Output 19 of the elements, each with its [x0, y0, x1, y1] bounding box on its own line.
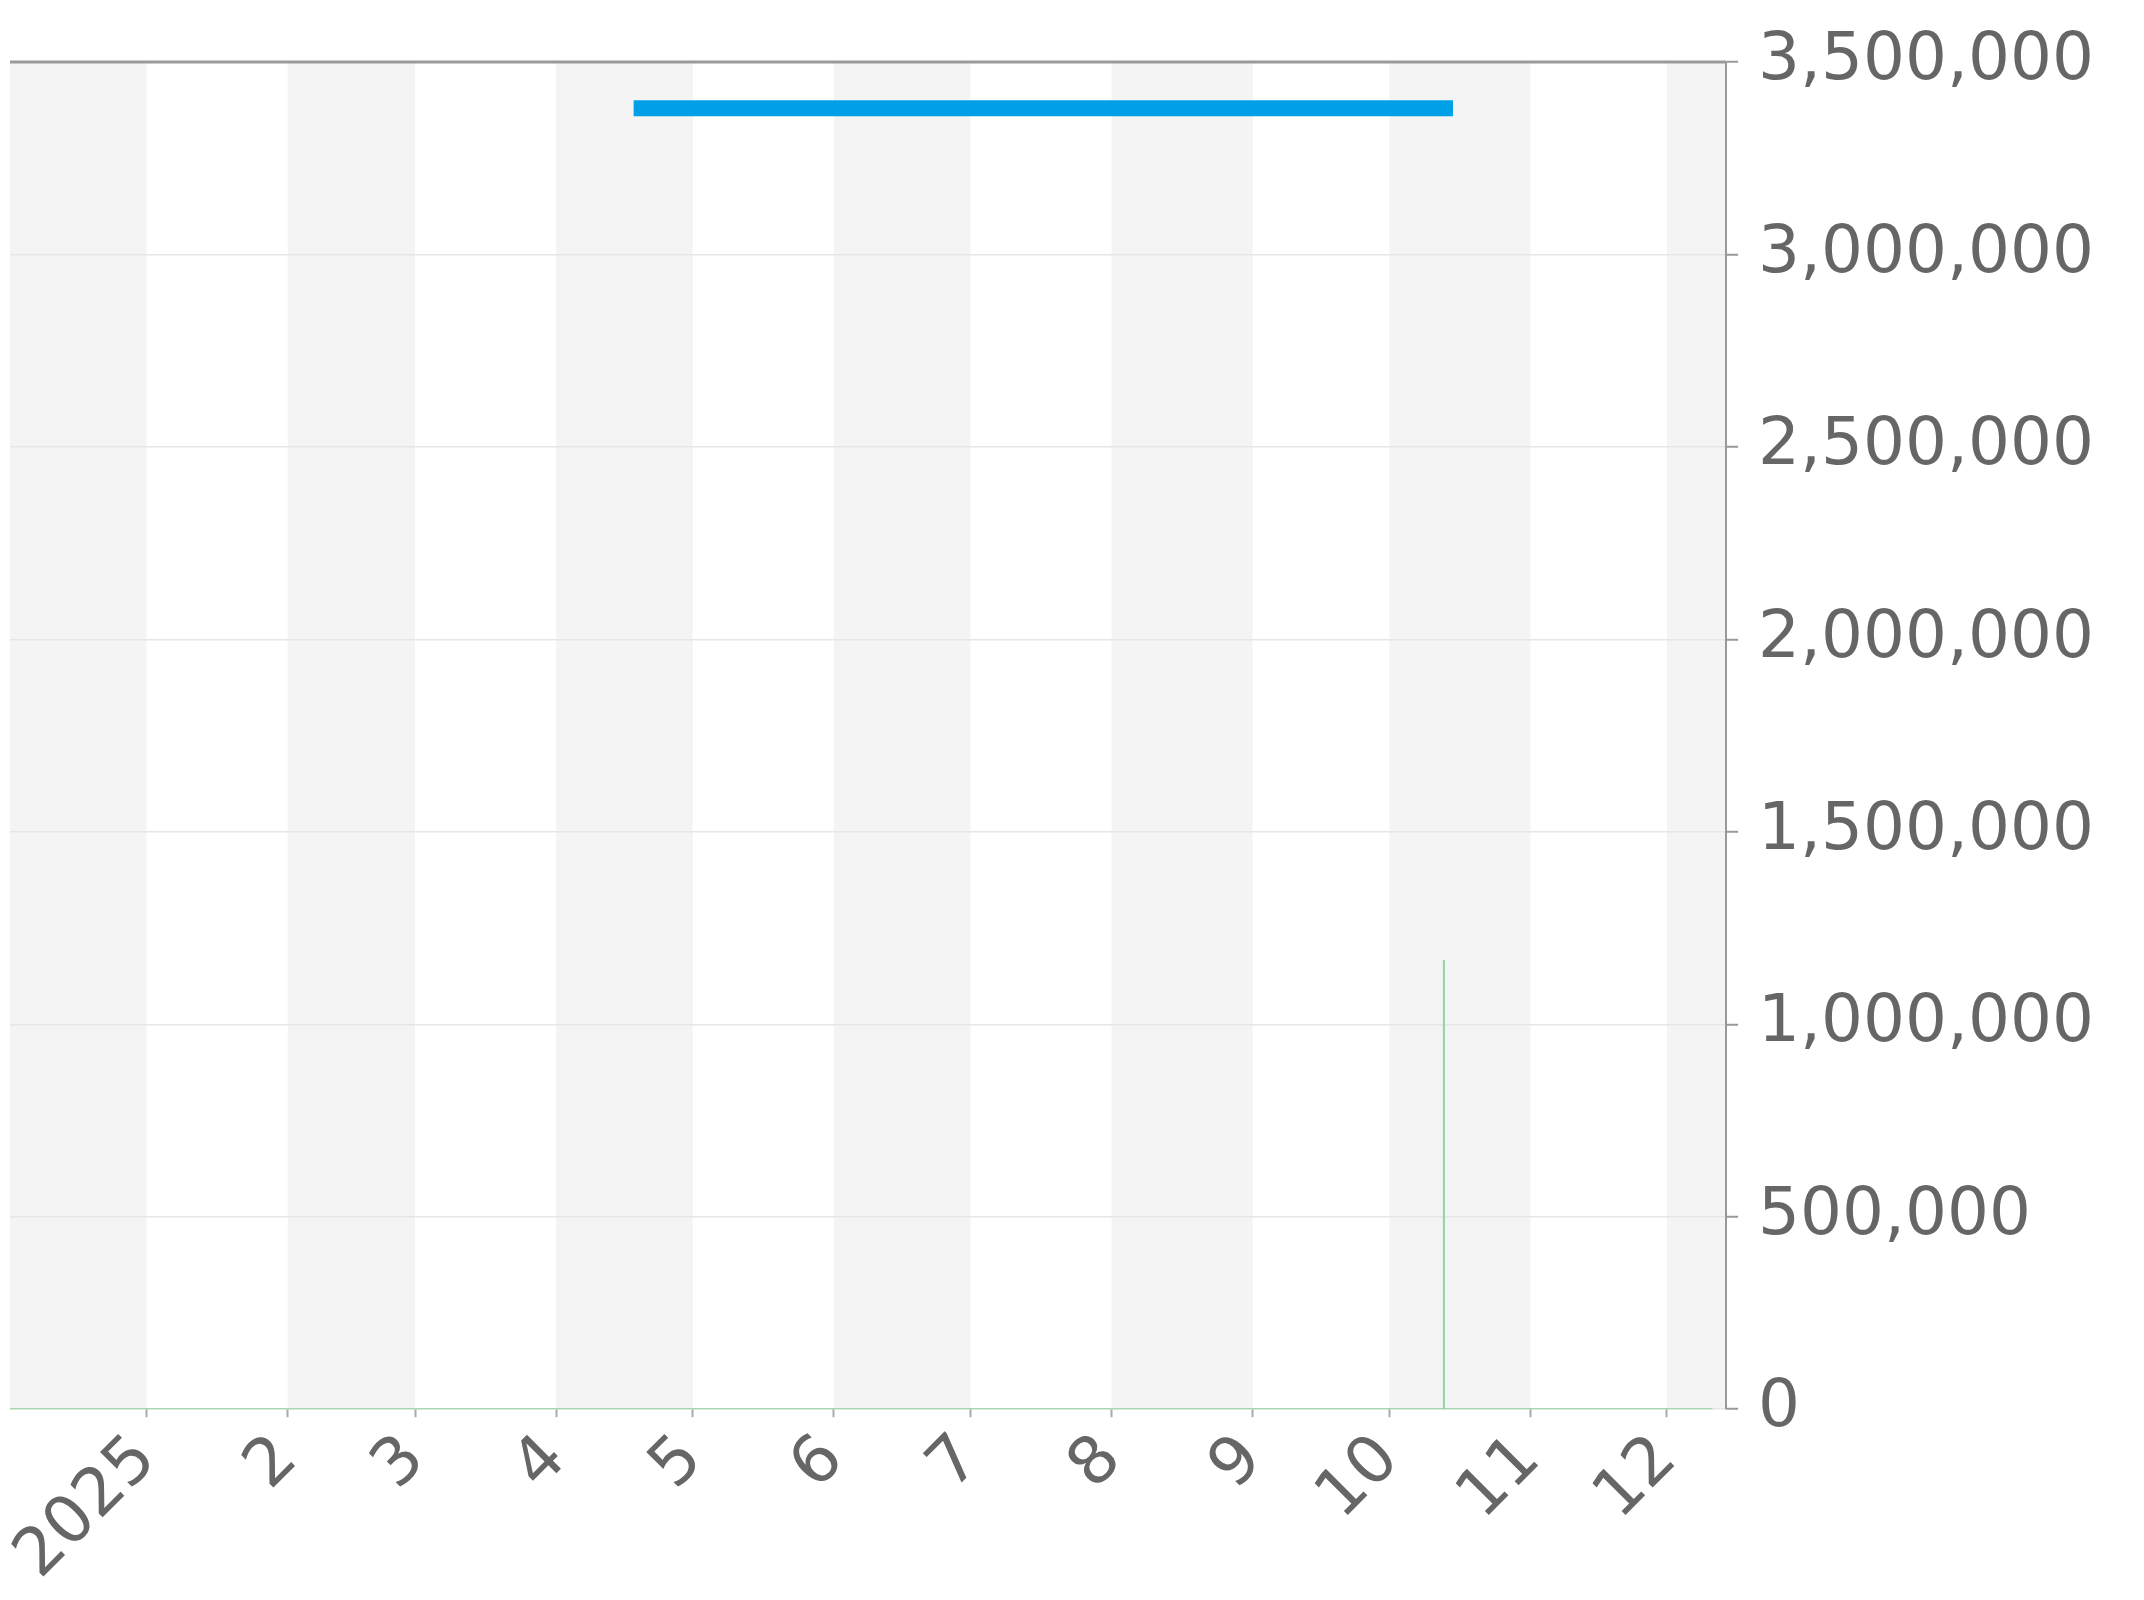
x-tick-label: 5 — [632, 1418, 717, 1503]
x-tick-label: 11 — [1439, 1418, 1554, 1533]
x-tick-label: 8 — [1050, 1418, 1136, 1503]
y-tick-label: 3,500,000 — [1758, 18, 2095, 96]
x-tick-label: 3 — [354, 1418, 439, 1503]
y-tick-label: 0 — [1758, 1365, 1801, 1443]
x-tick-label: 10 — [1298, 1418, 1413, 1533]
x-tick-label: 12 — [1576, 1418, 1691, 1533]
x-tick-label: 4 — [495, 1418, 580, 1503]
y-tick-label: 500,000 — [1758, 1172, 2032, 1250]
x-tick-label: 9 — [1191, 1418, 1277, 1503]
x-tick-label: 6 — [773, 1418, 858, 1503]
y-tick-label: 1,500,000 — [1758, 787, 2095, 865]
y-tick-label: 1,000,000 — [1758, 980, 2095, 1058]
y-tick-label: 2,000,000 — [1758, 595, 2095, 673]
x-tick-label: 2 — [226, 1418, 312, 1503]
y-tick-label: 3,000,000 — [1758, 210, 2095, 288]
x-tick-label: 7 — [909, 1418, 994, 1503]
y-tick-label: 2,500,000 — [1758, 403, 2095, 481]
